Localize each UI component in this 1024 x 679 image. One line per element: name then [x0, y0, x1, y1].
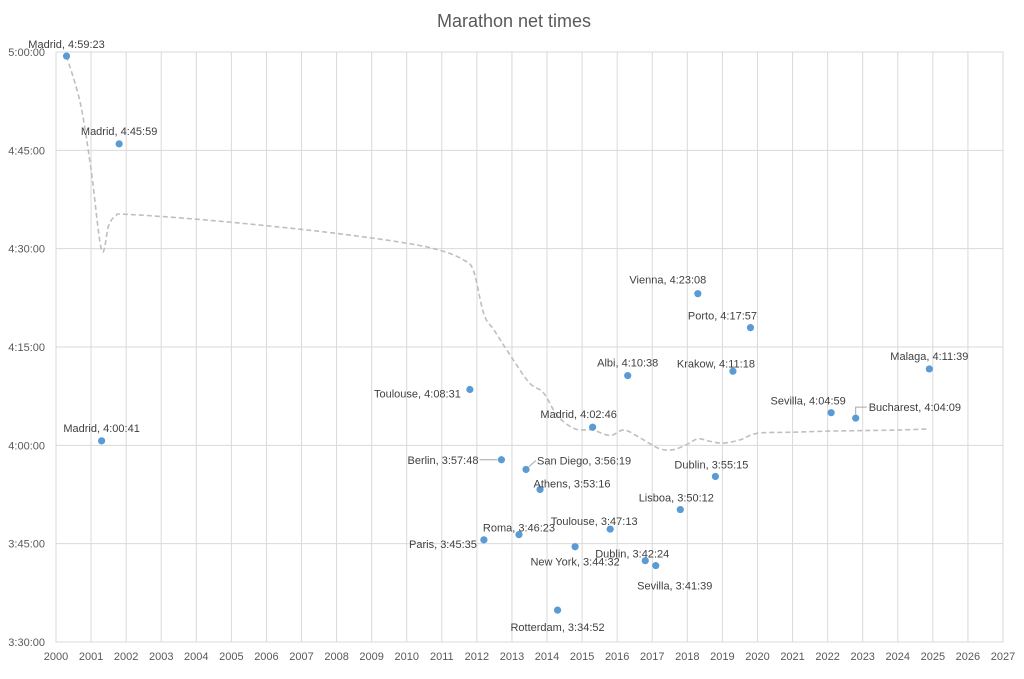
data-label: Madrid, 4:00:41: [63, 423, 139, 435]
data-label: Sevilla, 4:04:59: [771, 396, 846, 408]
x-tick-label: 2025: [921, 651, 945, 663]
data-label: Porto, 4:17:57: [688, 311, 757, 323]
data-label: Toulouse, 3:47:13: [551, 516, 638, 528]
data-point: [925, 365, 933, 373]
data-label: Krakow, 4:11:18: [677, 358, 755, 370]
data-point: [466, 385, 474, 394]
x-tick-label: 2017: [640, 651, 664, 663]
data-point: [589, 423, 597, 431]
x-tick-label: 2006: [254, 651, 278, 663]
y-tick-label: 4:00:00: [8, 440, 45, 452]
data-point: [652, 562, 660, 570]
x-tick-label: 2022: [815, 651, 839, 663]
y-tick-label: 4:45:00: [8, 145, 45, 157]
x-tick-label: 2001: [79, 651, 103, 663]
x-tick-label: 2011: [430, 651, 454, 663]
data-point: [676, 505, 684, 514]
chart-title: Marathon net times: [437, 11, 591, 31]
x-tick-label: 2009: [359, 651, 383, 663]
x-tick-label: 2023: [850, 651, 874, 663]
x-tick-label: 2020: [745, 651, 769, 663]
y-tick-label: 3:45:00: [8, 539, 45, 551]
data-point: [536, 485, 544, 494]
data-points: [62, 52, 933, 614]
x-tick-label: 2005: [219, 651, 243, 663]
data-point: [624, 372, 632, 380]
y-tick-label: 4:15:00: [8, 342, 45, 354]
x-tick-label: 2003: [149, 651, 173, 663]
x-tick-label: 2013: [500, 651, 524, 663]
data-label: Madrid, 4:02:46: [540, 409, 616, 421]
x-tick-label: 2027: [991, 651, 1015, 663]
data-label: Bucharest, 4:04:09: [869, 402, 961, 414]
data-point: [515, 530, 523, 539]
data-point: [571, 543, 579, 551]
axis-tick-labels: 2000 2001 2002 2003 2004 2005 2006 2007 2008 2009…: [8, 47, 1015, 663]
x-tick-label: 2004: [184, 651, 208, 663]
data-point: [115, 140, 123, 148]
gridlines: [55, 51, 1004, 643]
data-label: Rotterdam, 3:34:52: [510, 622, 604, 634]
data-label: Madrid, 4:45:59: [81, 126, 157, 138]
data-label: Malaga, 4:11:39: [890, 351, 968, 363]
x-tick-label: 2021: [780, 651, 804, 663]
data-label: Dublin, 3:55:15: [674, 459, 748, 471]
data-label: Albi, 4:10:38: [597, 358, 658, 370]
data-point: [553, 606, 562, 614]
data-point: [497, 456, 506, 464]
data-label: Athens, 3:53:16: [533, 478, 610, 490]
data-label: Vienna, 4:23:08: [629, 275, 706, 287]
x-tick-label: 2012: [465, 651, 489, 663]
x-tick-label: 2002: [114, 651, 138, 663]
x-tick-label: 2000: [44, 651, 68, 663]
data-point: [729, 367, 737, 375]
data-label: San Diego, 3:56:19: [537, 455, 631, 467]
x-tick-label: 2015: [570, 651, 594, 663]
leader-line: [528, 460, 537, 467]
data-label: New York, 3:44:32: [530, 557, 619, 569]
data-point: [641, 557, 649, 565]
x-tick-label: 2010: [394, 651, 418, 663]
x-tick-label: 2024: [886, 651, 910, 663]
data-label: Sevilla, 3:41:39: [637, 581, 712, 593]
data-label: Berlin, 3:57:48: [408, 455, 479, 467]
x-tick-label: 2016: [605, 651, 629, 663]
data-label: Toulouse, 4:08:31: [374, 389, 461, 401]
data-labels: Madrid, 4:59:23 Madrid, 4:00:41 Madrid, 4:…: [28, 39, 968, 634]
data-point: [480, 536, 488, 544]
x-tick-label: 2008: [324, 651, 348, 663]
x-tick-label: 2007: [289, 651, 313, 663]
data-point: [522, 465, 530, 474]
data-label: Lisboa, 3:50:12: [639, 493, 714, 505]
data-label: Madrid, 4:59:23: [28, 39, 104, 51]
x-tick-label: 2026: [956, 651, 980, 663]
data-label: Dublin, 3:42:24: [595, 549, 669, 561]
data-point: [62, 52, 71, 60]
x-tick-label: 2018: [675, 651, 699, 663]
data-point: [711, 472, 719, 481]
data-point: [827, 409, 835, 417]
data-label: Paris, 3:45:35: [409, 539, 477, 551]
data-point: [746, 324, 755, 332]
y-tick-label: 5:00:00: [8, 47, 45, 59]
data-point: [606, 525, 614, 533]
data-point: [852, 414, 860, 422]
x-tick-label: 2014: [535, 651, 559, 663]
x-tick-label: 2019: [710, 651, 734, 663]
data-label: Roma, 3:46:23: [483, 523, 555, 535]
label-leader-lines: [479, 406, 867, 467]
leader-line: [855, 406, 867, 415]
y-tick-label: 4:30:00: [8, 244, 45, 256]
trendline: [65, 55, 930, 451]
y-tick-label: 3:30:00: [8, 637, 45, 649]
data-point: [97, 437, 106, 445]
plot-area-border: [55, 51, 1004, 643]
data-point: [694, 290, 702, 298]
